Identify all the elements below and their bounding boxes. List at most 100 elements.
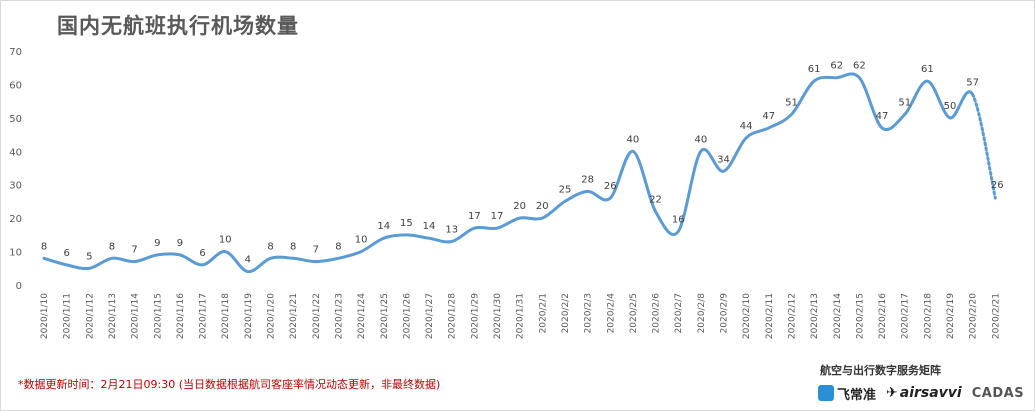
x-tick-label: 2020/2/15 bbox=[855, 293, 865, 339]
data-label: 34 bbox=[717, 154, 730, 165]
data-label: 13 bbox=[445, 225, 458, 236]
data-label: 4 bbox=[245, 255, 251, 266]
data-label: 28 bbox=[581, 174, 594, 185]
x-tick-label: 2020/2/11 bbox=[765, 293, 775, 339]
data-label: 14 bbox=[423, 221, 436, 232]
data-label: 15 bbox=[400, 218, 413, 229]
data-label: 25 bbox=[559, 184, 572, 195]
x-tick-label: 2020/2/4 bbox=[606, 293, 616, 334]
x-tick-label: 2020/1/14 bbox=[131, 293, 141, 339]
x-tick-label: 2020/2/8 bbox=[697, 293, 707, 334]
data-label: 51 bbox=[785, 98, 798, 109]
x-tick-label: 2020/2/2 bbox=[561, 293, 571, 333]
x-tick-label: 2020/1/15 bbox=[153, 293, 163, 339]
brand-matrix-title: 航空与出行数字服务矩阵 bbox=[820, 364, 941, 377]
x-tick-label: 2020/2/14 bbox=[833, 293, 843, 339]
data-update-footnote: *数据更新时间：2月21日09:30 (当日数据根据航司客座率情况动态更新，非最… bbox=[18, 378, 441, 391]
data-label: 5 bbox=[86, 251, 92, 262]
cadas-logo-text: CADAS bbox=[971, 385, 1025, 401]
x-tick-label: 2020/1/23 bbox=[334, 293, 344, 339]
x-tick-label: 2020/2/12 bbox=[787, 293, 797, 339]
series-line-estimate bbox=[971, 93, 997, 200]
airsavvi-logo: ✈ airsavvi bbox=[886, 385, 962, 401]
data-label: 7 bbox=[131, 245, 137, 256]
airsavvi-logo-text: airsavvi bbox=[899, 385, 962, 401]
data-label: 6 bbox=[199, 248, 205, 259]
data-label: 20 bbox=[513, 201, 526, 212]
x-tick-label: 2020/1/24 bbox=[357, 293, 367, 339]
data-label: 8 bbox=[109, 241, 115, 252]
data-label: 16 bbox=[672, 215, 685, 226]
x-tick-label: 2020/1/19 bbox=[244, 293, 254, 339]
y-tick-label: 40 bbox=[9, 147, 22, 158]
x-tick-label: 2020/2/6 bbox=[652, 293, 662, 334]
y-tick-label: 60 bbox=[9, 80, 22, 91]
data-label: 47 bbox=[876, 111, 889, 122]
y-tick-label: 20 bbox=[9, 214, 22, 225]
x-tick-label: 2020/2/1 bbox=[538, 293, 548, 333]
data-label: 10 bbox=[355, 235, 368, 246]
data-label: 26 bbox=[604, 181, 617, 192]
data-label: 57 bbox=[966, 77, 979, 88]
x-tick-label: 2020/1/13 bbox=[108, 293, 118, 339]
x-tick-label: 2020/2/16 bbox=[878, 293, 888, 339]
data-label: 51 bbox=[898, 98, 911, 109]
data-label: 40 bbox=[694, 134, 707, 145]
x-tick-label: 2020/1/10 bbox=[40, 293, 50, 339]
data-label: 9 bbox=[177, 238, 183, 249]
x-tick-label: 2020/1/29 bbox=[470, 293, 480, 339]
x-tick-label: 2020/2/21 bbox=[991, 293, 1001, 339]
x-tick-label: 2020/1/20 bbox=[267, 293, 277, 339]
series-line bbox=[42, 72, 975, 274]
data-label: 62 bbox=[830, 61, 843, 72]
data-label: 6 bbox=[63, 248, 69, 259]
x-tick-label: 2020/2/3 bbox=[584, 293, 594, 333]
data-label: 40 bbox=[627, 134, 640, 145]
data-label: 8 bbox=[290, 241, 296, 252]
x-tick-label: 2020/2/19 bbox=[946, 293, 956, 339]
data-label: 14 bbox=[377, 221, 390, 232]
variflight-logo: 飞常准 bbox=[818, 384, 876, 403]
x-tick-label: 2020/1/30 bbox=[493, 293, 503, 339]
x-tick-label: 2020/2/7 bbox=[674, 293, 684, 333]
data-label: 50 bbox=[944, 101, 957, 112]
chart-title: 国内无航班执行机场数量 bbox=[57, 14, 299, 38]
y-tick-label: 0 bbox=[16, 281, 22, 292]
x-tick-label: 2020/1/11 bbox=[63, 293, 73, 339]
data-label: 44 bbox=[740, 121, 753, 132]
data-label: 8 bbox=[335, 241, 341, 252]
brand-logos: 飞常准 ✈ airsavvi CADAS bbox=[818, 382, 1024, 404]
y-tick-label: 50 bbox=[9, 114, 22, 125]
variflight-logo-text: 飞常准 bbox=[837, 387, 877, 403]
cadas-logo: CADAS bbox=[972, 386, 1024, 401]
data-label: 17 bbox=[468, 211, 481, 222]
x-tick-label: 2020/1/25 bbox=[380, 293, 390, 339]
x-tick-label: 2020/1/22 bbox=[312, 293, 322, 339]
x-tick-label: 2020/1/17 bbox=[199, 293, 209, 339]
data-label: 26 bbox=[991, 180, 1004, 191]
data-label: 61 bbox=[921, 64, 934, 75]
data-label: 61 bbox=[808, 64, 821, 75]
x-tick-label: 2020/2/9 bbox=[720, 293, 730, 334]
data-label: 10 bbox=[219, 235, 232, 246]
data-label: 9 bbox=[154, 238, 160, 249]
data-label: 7 bbox=[313, 245, 319, 256]
x-tick-label: 2020/1/18 bbox=[221, 293, 231, 339]
x-tick-label: 2020/2/13 bbox=[810, 293, 820, 339]
data-label: 17 bbox=[491, 211, 504, 222]
data-label: 62 bbox=[853, 61, 866, 72]
x-tick-label: 2020/1/16 bbox=[176, 293, 186, 339]
data-label: 8 bbox=[267, 241, 273, 252]
x-tick-label: 2020/1/28 bbox=[448, 293, 458, 339]
x-tick-label: 2020/1/27 bbox=[425, 293, 435, 339]
x-tick-label: 2020/1/12 bbox=[85, 293, 95, 339]
y-tick-label: 70 bbox=[9, 47, 22, 58]
x-tick-label: 2020/2/20 bbox=[969, 293, 979, 339]
variflight-icon bbox=[818, 385, 834, 401]
data-label: 8 bbox=[41, 241, 47, 252]
data-label: 47 bbox=[762, 111, 775, 122]
y-tick-label: 30 bbox=[9, 181, 22, 192]
x-tick-label: 2020/1/31 bbox=[516, 293, 526, 339]
x-tick-label: 2020/2/5 bbox=[629, 293, 639, 333]
